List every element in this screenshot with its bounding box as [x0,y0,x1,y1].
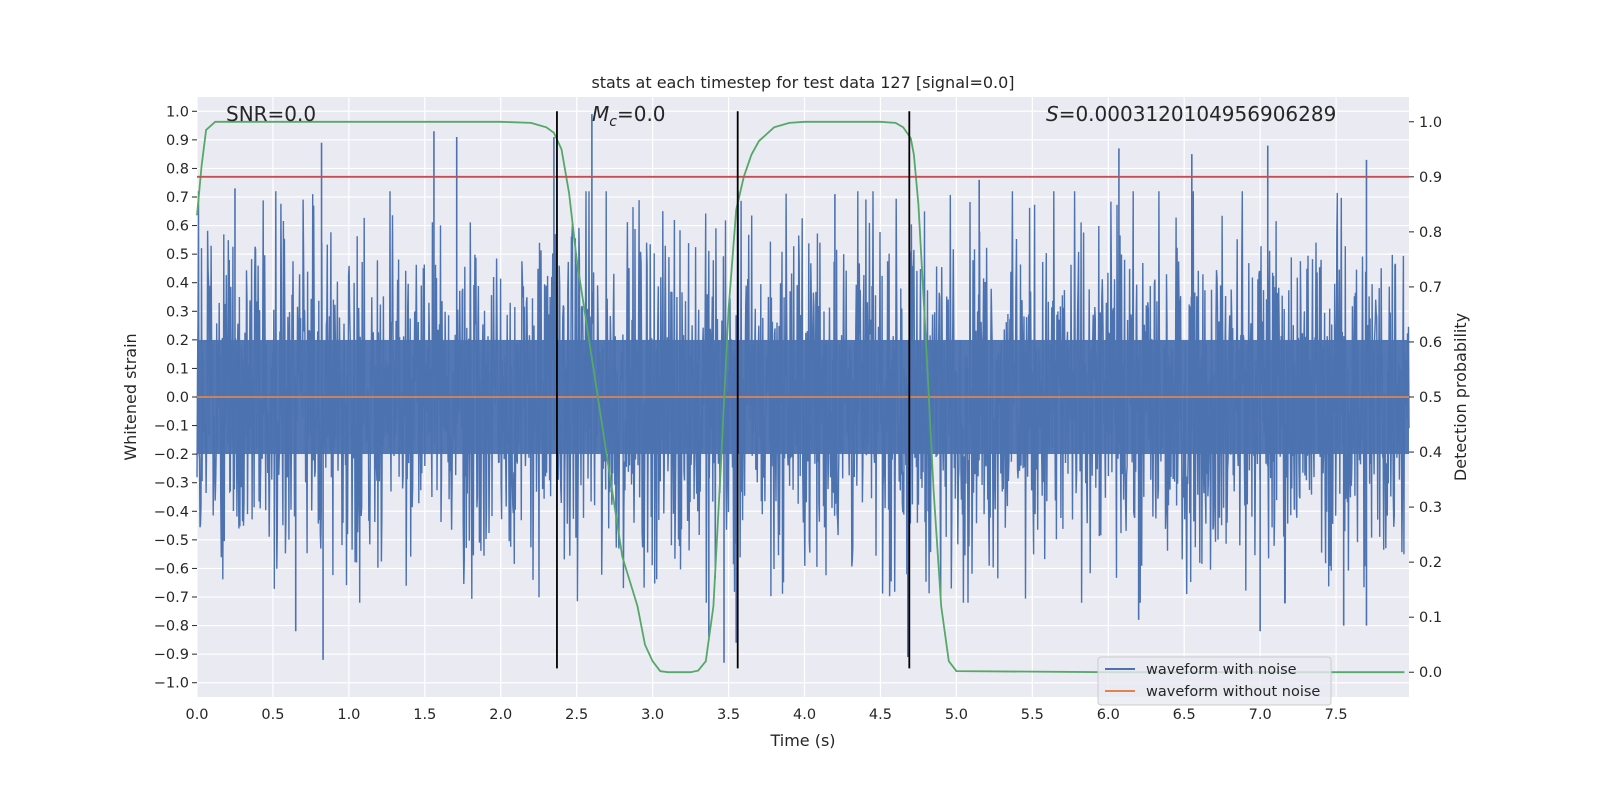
x-tick-label: 3.0 [641,707,664,723]
y-tick-label: −0.6 [154,561,189,577]
y-tick-label: −0.8 [154,619,189,635]
y2-tick-label: 0.1 [1419,610,1442,626]
y-tick-label: 0.2 [166,333,189,349]
x-tick-label: 0.5 [261,707,284,723]
y-tick-label: −1.0 [154,676,189,692]
y2-tick-label: 0.0 [1419,665,1442,681]
y2-tick-label: 0.2 [1419,555,1442,571]
s-value: =0.0003120104956906289 [1059,102,1337,126]
y2-tick-label: 0.9 [1419,170,1442,186]
y-tick-label: 0.4 [166,276,189,292]
y-tick-label: −0.1 [154,419,189,435]
x-tick-label: 1.5 [413,707,436,723]
series-line-2 [196,120,1405,674]
x-tick-label: 0.0 [185,707,208,723]
s-annotation: S=0.0003120104956906289 [1046,102,1336,126]
line-series [196,120,1409,674]
y-tick-label: 1.0 [166,104,189,120]
y2-tick-label: 0.5 [1419,390,1442,406]
y-tick-label: −0.9 [154,647,189,663]
y-axis-ticks: 1.0 0.9 0.8 0.7 0.6 0.5 0.4 0.3 0.2 0.1 0.0 −0.1 −0.… [154,104,197,692]
y2-axis-ticks: 1.0 0.9 0.8 0.7 0.6 0.5 0.4 0.3 0.2 0.1 0.0 [1409,115,1442,681]
x-tick-label: 6.5 [1173,707,1196,723]
y-tick-label: 0.7 [166,190,189,206]
x-tick-label: 2.5 [565,707,588,723]
s-symbol: S [1046,102,1059,126]
y-tick-label: −0.3 [154,476,189,492]
y-tick-label: −0.5 [154,533,189,549]
x-tick-label: 5.0 [945,707,968,723]
x-tick-label: 2.0 [489,707,512,723]
y-axis-label: Whitened strain [121,333,140,460]
legend: waveform with noise waveform without noi… [1097,656,1332,706]
y-tick-label: 0.9 [166,133,189,149]
y-tick-label: −0.4 [154,504,189,520]
x-tick-label: 4.5 [869,707,892,723]
x-tick-label: 7.5 [1325,707,1348,723]
y-tick-label: 0.6 [166,219,189,235]
mc-symbol: M [592,102,609,126]
y-tick-label: 0.5 [166,247,189,263]
snr-annotation: SNR=0.0 [226,102,316,126]
y-tick-label: 0.3 [166,304,189,320]
legend-label-noise: waveform with noise [1146,662,1297,678]
vertical-markers [556,111,911,669]
mc-value: =0.0 [617,102,666,126]
y-tick-label: 0.8 [166,161,189,177]
y-tick-label: −0.2 [154,447,189,463]
y2-axis-label: Detection probability [1451,313,1470,481]
y2-tick-label: 0.7 [1419,280,1442,296]
x-tick-label: 1.0 [337,707,360,723]
x-tick-label: 6.0 [1097,707,1120,723]
legend-box [1097,656,1332,706]
y-tick-label: 0.0 [166,390,189,406]
x-axis-label: Time (s) [769,731,835,750]
y2-tick-label: 0.6 [1419,335,1442,351]
y2-tick-label: 0.8 [1419,225,1442,241]
y-tick-label: −0.7 [154,590,189,606]
chart-title: stats at each timestep for test data 127… [591,73,1014,92]
x-tick-label: 3.5 [717,707,740,723]
y2-tick-label: 0.4 [1419,445,1442,461]
x-axis-ticks: 0.0 0.5 1.0 1.5 2.0 2.5 3.0 3.5 4.0 4.5 5.0 5.5 6.0 6… [185,707,1347,723]
x-tick-label: 4.0 [793,707,816,723]
y2-tick-label: 1.0 [1419,115,1442,131]
mc-subscript: c [609,114,617,130]
mc-annotation: Mc=0.0 [592,102,666,130]
x-tick-label: 7.0 [1249,707,1272,723]
x-tick-label: 5.5 [1021,707,1044,723]
y2-tick-label: 0.3 [1419,500,1442,516]
legend-label-clean: waveform without noise [1146,684,1320,700]
y-tick-label: 0.1 [166,361,189,377]
